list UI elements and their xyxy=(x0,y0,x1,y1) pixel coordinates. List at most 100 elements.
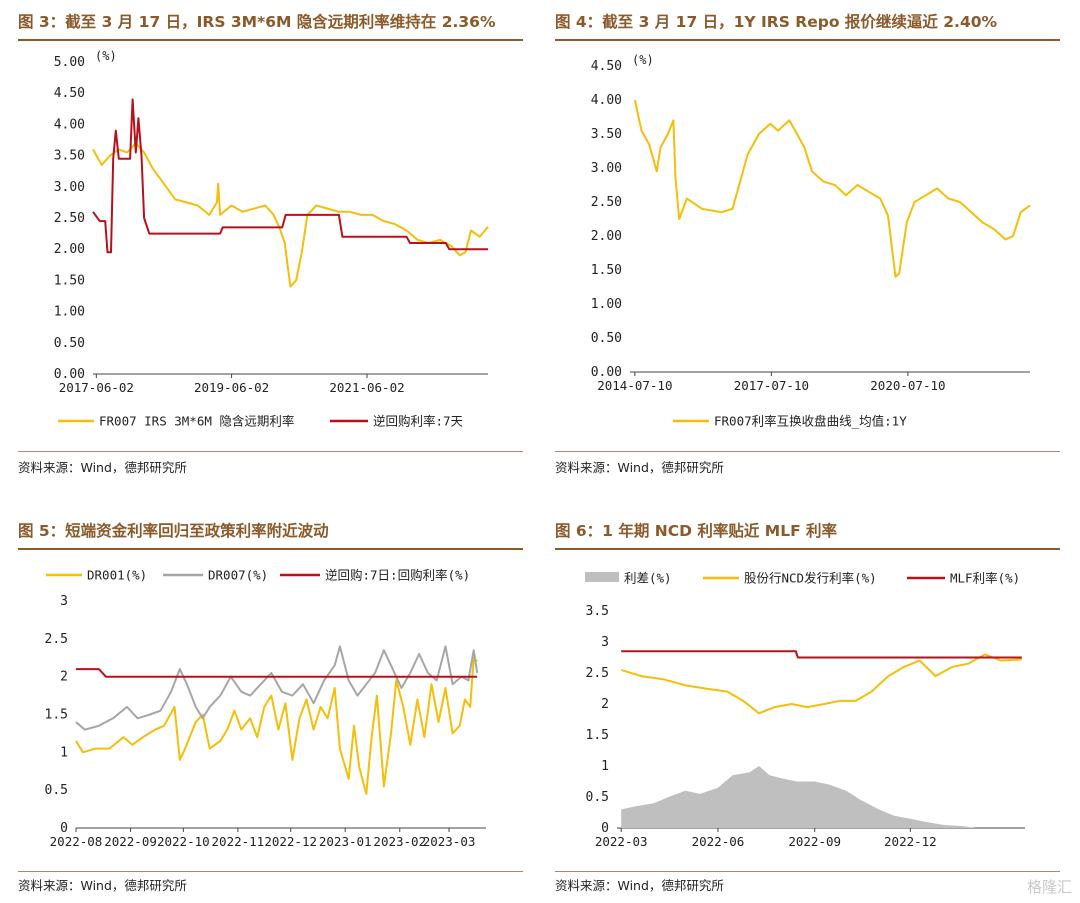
chart-figure-4: 4.50 4.00 3.50 3.00 2.50 2.00 1.50 1.00 0.50 0.00… xyxy=(591,53,1031,429)
series-line-0 xyxy=(633,99,1031,278)
y-tick-label: 3.00 xyxy=(54,180,85,195)
y-tick-label: 2 xyxy=(601,697,609,712)
y-tick-label: 2.5 xyxy=(45,632,68,647)
title-rule xyxy=(18,39,523,41)
source-note: 资料来源：Wind，德邦研究所 xyxy=(555,878,724,893)
legend-label: 逆回购利率:7天 xyxy=(373,414,464,429)
unit-label: (%) xyxy=(95,49,117,63)
source-rule xyxy=(18,451,523,452)
y-tick-label: 0.50 xyxy=(54,336,85,351)
x-tick-label: 2022-10 xyxy=(157,834,210,849)
y-tick-label: 4.50 xyxy=(591,59,622,74)
figure-title: 图 5：短端资金利率回归至政策利率附近波动 xyxy=(18,522,329,540)
source-rule xyxy=(555,451,1060,452)
y-tick-label: 1 xyxy=(601,759,609,774)
legend-label: FR007 IRS 3M*6M 隐含远期利率 xyxy=(99,414,294,429)
y-tick-label: 0.5 xyxy=(45,783,68,798)
y-tick-label: 3 xyxy=(601,635,609,650)
x-tick-label: 2022-09 xyxy=(788,834,841,849)
title-rule xyxy=(18,548,523,550)
title-rule xyxy=(555,548,1060,550)
x-tick-label: 2020-07-10 xyxy=(870,378,945,393)
y-tick-label: 2.5 xyxy=(586,666,609,681)
y-tick-label: 0 xyxy=(60,821,68,836)
y-tick-label: 1.50 xyxy=(54,273,85,288)
figure-6-panel: 图 6：1 年期 NCD 利率贴近 MLF 利率 3.5 3 2.5 2 1.5 1 0.5… xyxy=(555,517,1060,897)
legend-swatch xyxy=(585,572,619,582)
title-rule xyxy=(555,39,1060,41)
watermark-logo: 格隆汇 xyxy=(1026,878,1072,896)
chart-figure-3: 5.00 4.50 4.00 3.50 3.00 2.50 2.00 1.50 1.00 0.50… xyxy=(54,49,489,429)
figure-4-panel: 图 4：截至 3 月 17 日，1Y IRS Repo 报价继续逼近 2.40%… xyxy=(555,8,1060,478)
y-tick-label: 2.50 xyxy=(591,195,622,210)
y-tick-label: 0 xyxy=(601,821,609,836)
series-area-spread xyxy=(621,766,1022,828)
x-tick-label: 2022-06 xyxy=(692,834,745,849)
y-tick-label: 0.00 xyxy=(54,367,85,382)
x-tick-label: 2014-07-10 xyxy=(597,378,672,393)
x-tick-label: 2017-07-10 xyxy=(734,378,809,393)
y-tick-label: 3.5 xyxy=(586,604,609,619)
y-tick-label: 5.00 xyxy=(54,55,85,70)
figure-5-panel: 图 5：短端资金利率回归至政策利率附近波动 3 2.5 2 1.5 1 0.5 0 2022-… xyxy=(18,517,523,897)
y-tick-label: 1.50 xyxy=(591,263,622,278)
legend-label: DR001(%) xyxy=(87,568,147,583)
y-tick-label: 3.00 xyxy=(591,161,622,176)
legend-label: 逆回购:7日:回购利率(%) xyxy=(325,568,470,583)
y-tick-label: 3 xyxy=(60,594,68,609)
figure-title: 图 6：1 年期 NCD 利率贴近 MLF 利率 xyxy=(555,522,838,540)
unit-label: (%) xyxy=(632,53,654,67)
x-tick-label: 2022-08 xyxy=(50,834,103,849)
x-tick-label: 2019-06-02 xyxy=(194,380,269,395)
legend-label: 股份行NCD发行利率(%) xyxy=(744,571,877,586)
x-tick-label: 2022-03 xyxy=(595,834,648,849)
series-line-2 xyxy=(76,668,478,678)
series-line-0 xyxy=(92,142,489,288)
y-tick-label: 1.00 xyxy=(591,297,622,312)
series-line-2 xyxy=(621,650,1022,659)
source-rule xyxy=(18,871,523,872)
x-tick-label: 2021-06-02 xyxy=(329,380,404,395)
series-line-0 xyxy=(75,656,478,795)
series-line-1 xyxy=(75,645,479,731)
source-rule xyxy=(555,871,1060,872)
x-tick-label: 2022-09 xyxy=(104,834,157,849)
source-note: 资料来源：Wind，德邦研究所 xyxy=(555,460,724,475)
y-tick-label: 2.00 xyxy=(54,242,85,257)
x-tick-label: 2023-02 xyxy=(373,834,426,849)
figure-3-panel: 图 3：截至 3 月 17 日，IRS 3M*6M 隐含远期利率维持在 2.36… xyxy=(18,8,523,478)
y-tick-label: 4.50 xyxy=(54,86,85,101)
x-tick-label: 2022-12 xyxy=(884,834,937,849)
x-tick-label: 2023-03 xyxy=(423,834,476,849)
y-tick-label: 0.00 xyxy=(591,365,622,380)
y-tick-label: 2 xyxy=(60,670,68,685)
figure-title: 图 4：截至 3 月 17 日，1Y IRS Repo 报价继续逼近 2.40% xyxy=(555,13,998,31)
series-line-1 xyxy=(620,653,1022,715)
source-note: 资料来源：Wind，德邦研究所 xyxy=(18,878,187,893)
x-tick-label: 2023-01 xyxy=(319,834,372,849)
x-tick-label: 2022-11 xyxy=(212,834,265,849)
y-tick-label: 3.50 xyxy=(591,127,622,142)
x-tick-label: 2022-12 xyxy=(264,834,317,849)
y-tick-label: 4.00 xyxy=(54,117,85,132)
legend-label: 利差(%) xyxy=(624,571,672,586)
figure-title: 图 3：截至 3 月 17 日，IRS 3M*6M 隐含远期利率维持在 2.36… xyxy=(18,13,496,31)
y-tick-label: 0.5 xyxy=(586,790,609,805)
series-line-1 xyxy=(92,98,488,254)
y-tick-label: 0.50 xyxy=(591,331,622,346)
x-tick-label: 2017-06-02 xyxy=(59,380,134,395)
y-tick-label: 2.50 xyxy=(54,211,85,226)
y-tick-label: 2.00 xyxy=(591,229,622,244)
y-tick-label: 1 xyxy=(60,745,68,760)
source-note: 资料来源：Wind，德邦研究所 xyxy=(18,460,187,475)
y-tick-label: 3.50 xyxy=(54,149,85,164)
legend-label: FR007利率互换收盘曲线_均值:1Y xyxy=(714,414,907,429)
y-tick-label: 1.5 xyxy=(586,728,609,743)
y-tick-label: 1.5 xyxy=(45,708,68,723)
y-tick-label: 4.00 xyxy=(591,93,622,108)
legend-label: MLF利率(%) xyxy=(950,571,1020,586)
y-tick-label: 1.00 xyxy=(54,305,85,320)
legend-label: DR007(%) xyxy=(208,568,268,583)
